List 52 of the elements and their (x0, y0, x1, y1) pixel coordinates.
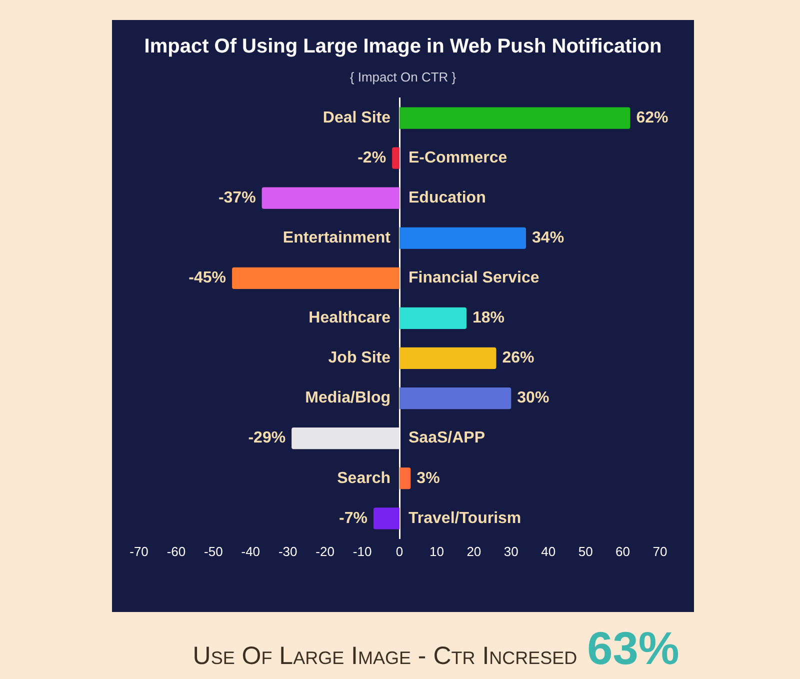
text: Use Of Large Image - Ctr Incresed (192, 641, 578, 671)
x-tick-label: 30 (504, 544, 518, 559)
data-label: 62% (636, 109, 668, 126)
data-label: 3% (416, 470, 440, 487)
data-label: -45% (188, 270, 226, 287)
bar (400, 468, 411, 490)
bar (292, 428, 400, 450)
y-tick-label: Healthcare (308, 310, 391, 327)
x-tick-label: -50 (204, 544, 223, 559)
data-label: 18% (472, 310, 505, 327)
data-label: 26% (502, 350, 534, 367)
x-tick-label: -10 (352, 544, 372, 559)
x-tick-label: -30 (278, 544, 298, 559)
data-label: -7% (338, 510, 368, 527)
x-tick-label: -60 (166, 544, 186, 559)
data-label: 34% (532, 230, 564, 247)
y-tick-label: Media/Blog (305, 390, 390, 407)
x-tick-label: 10 (429, 544, 444, 559)
data-label: -37% (218, 189, 256, 206)
bar (373, 508, 400, 530)
y-tick-label: Education (408, 189, 486, 206)
chart-title: Impact Of Using Large Image in Web Push Notification (144, 36, 662, 58)
y-tick-label: Entertainment (282, 230, 392, 247)
y-tick-label: Travel/Tourism (408, 510, 522, 527)
bar (392, 147, 400, 169)
x-tick-label: -20 (316, 544, 334, 559)
x-tick-label: -70 (130, 544, 148, 559)
bar (400, 387, 512, 410)
bar (232, 267, 400, 289)
x-tick-label: -40 (241, 544, 260, 559)
x-tick-label: 0 (396, 544, 404, 559)
x-tick-label: 70 (652, 544, 668, 559)
chart-subtitle: { Impact On CTR } (350, 70, 457, 85)
bar (262, 187, 400, 209)
y-tick-label: Financial Service (408, 270, 540, 287)
bar (400, 347, 496, 370)
x-tick-label: 60 (616, 544, 630, 559)
bar (400, 307, 466, 330)
text: 63% (587, 622, 680, 674)
bar (400, 227, 526, 249)
data-label: 30% (517, 390, 550, 407)
y-tick-label: SaaS/APP (408, 430, 486, 447)
x-tick-label: 50 (578, 544, 593, 559)
x-tick-label: 20 (466, 544, 482, 559)
bar (400, 107, 630, 129)
data-label: -2% (358, 149, 386, 166)
y-tick-label: Search (337, 470, 390, 487)
y-tick-label: E-Commerce (408, 149, 508, 166)
data-label: -29% (248, 430, 286, 447)
y-tick-label: Job Site (328, 350, 391, 367)
x-tick-label: 40 (541, 544, 556, 559)
y-tick-label: Deal Site (322, 109, 391, 126)
